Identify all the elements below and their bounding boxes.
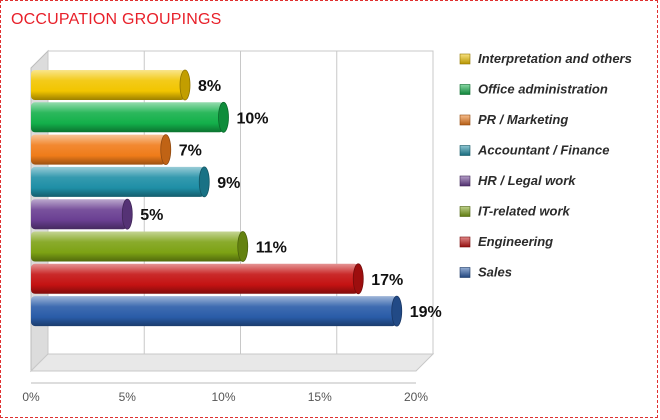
bar (31, 199, 128, 230)
chart-title: OCCUPATION GROUPINGS (11, 11, 222, 28)
legend-swatch (459, 53, 471, 65)
legend-label: Engineering (478, 234, 553, 249)
legend-swatch (459, 84, 471, 95)
data-label: 19% (410, 304, 442, 321)
bar-end-cap (352, 263, 364, 295)
legend-swatch (459, 236, 471, 248)
bar-end-cap (237, 231, 249, 262)
x-axis-ticks: 0% 5% 10% 15% 20% (22, 382, 428, 404)
legend-label: Interpretation and others (478, 51, 632, 66)
legend-swatch (459, 114, 471, 126)
bar-end-cap (198, 166, 210, 198)
data-label: 7% (179, 143, 202, 160)
legend-label: HR / Legal work (478, 173, 576, 188)
x-tick-label: 15% (308, 390, 332, 404)
bar (31, 134, 166, 165)
legend-label: IT-related work (478, 204, 571, 219)
legend-label: PR / Marketing (478, 112, 568, 127)
bars (31, 69, 403, 327)
data-label: 10% (237, 110, 269, 127)
bar (31, 263, 359, 294)
data-label: 17% (371, 272, 403, 289)
legend-swatch (459, 175, 471, 187)
bar (31, 70, 185, 100)
bar-end-cap (121, 198, 133, 230)
legend-swatch (459, 267, 471, 278)
bar-end-cap (160, 134, 172, 166)
data-label: 11% (256, 240, 287, 257)
plot-floor (29, 353, 435, 372)
bar-end-cap (218, 101, 229, 133)
legend-label: Sales (478, 265, 512, 280)
legend: Interpretation and others Office administ… (459, 51, 632, 280)
x-tick-label: 5% (119, 390, 137, 404)
data-label: 5% (140, 207, 163, 224)
data-label: 9% (217, 175, 240, 192)
legend-swatch (459, 145, 471, 156)
bar (31, 296, 397, 327)
x-tick-label: 20% (404, 390, 428, 404)
legend-label: Office administration (478, 82, 608, 97)
bar-end-cap (391, 295, 403, 327)
data-labels: 8% 10% 7% 9% 5% 11% 17% 19% (140, 78, 442, 321)
x-tick-label: 10% (211, 390, 235, 404)
legend-swatch (459, 206, 471, 217)
bar (31, 231, 243, 262)
bar-end-cap (179, 69, 191, 101)
legend-label: Accountant / Finance (477, 143, 609, 158)
bar (31, 102, 224, 133)
bar (31, 166, 205, 197)
data-label: 8% (198, 78, 221, 95)
x-tick-label: 0% (22, 390, 40, 404)
